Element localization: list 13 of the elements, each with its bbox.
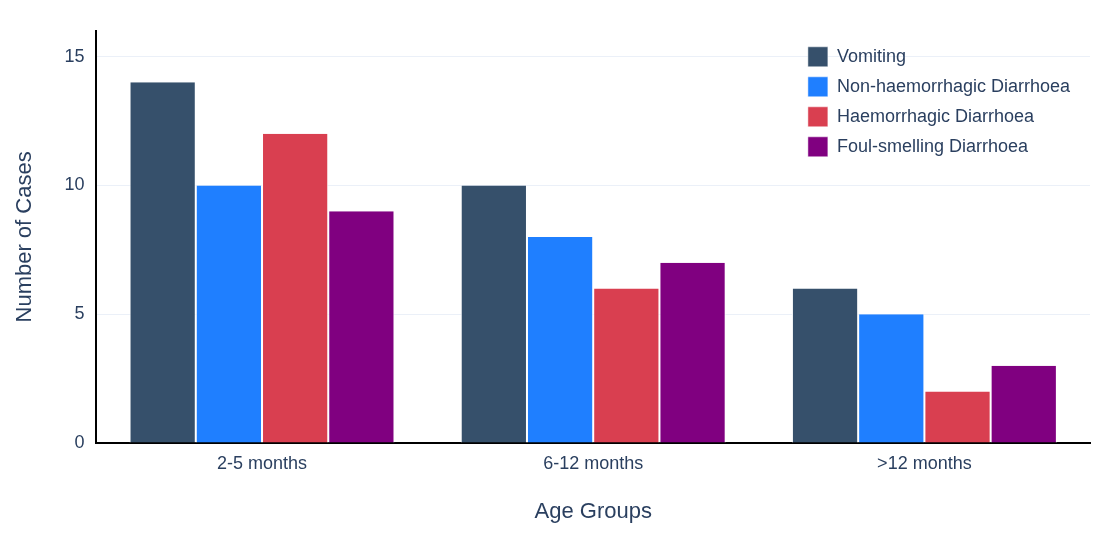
x-tick-label: 6-12 months <box>543 452 644 473</box>
y-tick-label: 5 <box>74 303 85 324</box>
legend-label: Vomiting <box>836 45 906 66</box>
y-tick-label: 15 <box>64 45 85 66</box>
y-axis-title: Number of Cases <box>11 151 37 323</box>
legend-label: Foul-smelling Diarrhoea <box>836 135 1029 156</box>
x-tick-label: >12 months <box>877 452 972 473</box>
legend-label: Non-haemorrhagic Diarrhoea <box>836 75 1071 96</box>
legend-label: Haemorrhagic Diarrhoea <box>836 105 1035 126</box>
y-tick-label: 10 <box>64 174 85 195</box>
y-tick-label: 0 <box>74 431 85 452</box>
x-tick-label: 2-5 months <box>216 452 308 473</box>
x-axis-title: Age Groups <box>534 497 652 523</box>
